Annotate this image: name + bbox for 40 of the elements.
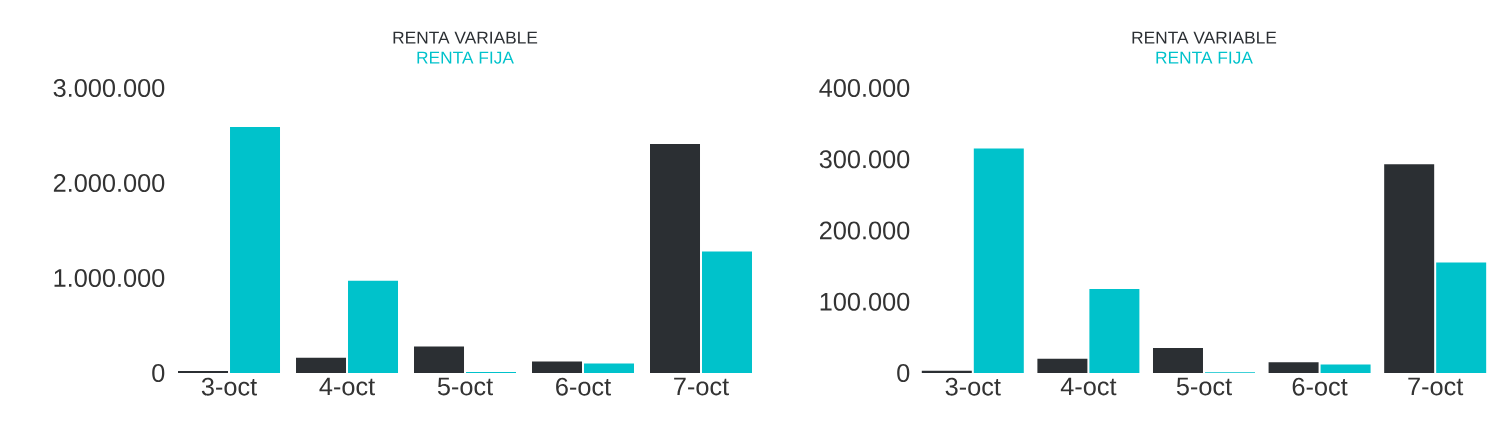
x-tick-label: 5-oct [1176, 377, 1232, 396]
x-tick-label: 6-oct [1292, 377, 1348, 396]
x-tick-label: 5-oct [437, 377, 493, 396]
text: RENTA VARIABLE [393, 31, 538, 44]
bar [1436, 262, 1487, 373]
bar [1320, 364, 1371, 373]
bar [414, 346, 465, 373]
y-tick-label: 300.000 [819, 150, 910, 169]
bar [584, 363, 635, 373]
bar [1089, 288, 1140, 373]
bar [296, 357, 347, 373]
bar [650, 144, 701, 373]
y-tick-label: 0 [152, 364, 165, 382]
x-tick-label: 4-oct [1060, 377, 1117, 396]
y-tick-label: 0 [897, 364, 910, 382]
y-tick-label: 2.000.000 [53, 174, 165, 192]
x-tick-label: 7-oct [1408, 377, 1464, 396]
y-tick-label: 100.000 [820, 292, 910, 311]
text: RENTA FIJA [1156, 51, 1253, 64]
text: RENTA VARIABLE [1132, 31, 1277, 44]
bar [1268, 362, 1319, 373]
bar [230, 126, 281, 373]
text: RENTA FIJA [417, 51, 514, 64]
bar [1037, 358, 1088, 373]
x-tick-label: 3-oct [945, 377, 1001, 396]
bar [348, 280, 399, 373]
bar [1384, 164, 1435, 373]
bar [921, 370, 972, 373]
x-tick-label: 6-oct [556, 377, 611, 396]
y-tick-label: 1.000.000 [54, 269, 165, 287]
bar [532, 361, 583, 373]
bar [702, 251, 752, 373]
y-tick-label: 400.000 [819, 79, 910, 97]
x-tick-label: 7-oct [674, 377, 729, 396]
bar [973, 148, 1024, 373]
x-tick-label: 4-oct [319, 377, 375, 396]
y-tick-label: 200.000 [820, 221, 910, 240]
x-tick-label: 3-oct [201, 377, 257, 396]
bar [1152, 348, 1203, 373]
y-tick-label: 3.000.000 [53, 79, 165, 97]
